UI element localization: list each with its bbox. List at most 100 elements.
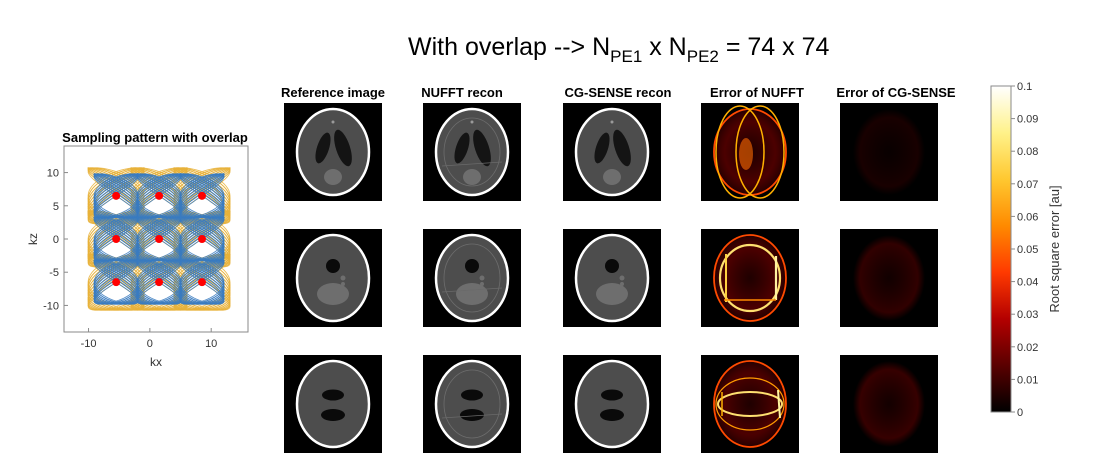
error-rim [713,108,787,196]
x-tick-label: 10 [205,338,217,350]
trajectory-curve [173,253,231,311]
trajectory-curve [179,216,225,262]
trajectory-curve [136,173,182,219]
y-ticks: -10 -5 0 5 10 [43,168,68,312]
trajectory-curve [179,216,225,262]
tile-nufft-recon-row2 [423,229,521,327]
phantom-artifact [443,369,501,439]
y-tick-label: 0 [53,234,59,246]
column-title-nufft-error: Error of NUFFT [710,85,804,100]
error-ring [717,391,783,417]
error-rim [713,234,787,322]
phantom-lesion [317,283,349,305]
phantom-ventricle [454,132,470,164]
trajectory-curve [93,216,139,262]
phantom-body [574,233,650,323]
trajectory-curve [179,216,225,262]
trajectory-blue-group [93,173,225,305]
sample-point [155,191,164,200]
sample-point [155,278,164,287]
title-prefix: With overlap --> N [408,33,611,61]
phantom-dot [479,275,485,281]
tile-nufft-recon-row3 [423,355,521,453]
tile-nufft-error-row2 [701,229,799,327]
phantom-lesion [603,169,621,185]
colorbar-tick-label: 0.01 [1017,374,1038,386]
sampling-plot-title: Sampling pattern with overlap [62,130,248,145]
x-tick-label: 0 [147,338,153,350]
trajectory-curve [136,173,182,219]
colorbar-tick-label: 0.05 [1017,244,1038,256]
phantom-ventricle [473,129,491,167]
phantom-hole [465,259,479,273]
phantom-body [295,107,371,197]
phantom-lesion [463,169,481,185]
error-ring [715,377,785,431]
trajectory-curve [93,259,139,305]
tile-nufft-error-row1 [701,103,799,201]
tile-nufft-error-row3 [701,355,799,453]
column-title-cgsense-error: Error of CG-SENSE [836,85,956,100]
trajectory-curve [136,259,182,305]
tile-reference-row3 [284,355,382,453]
tile-cgsense-error-row2 [840,229,938,327]
phantom-dot [480,282,484,286]
phantom-body [574,359,650,449]
phantom-dot [610,120,614,124]
phantom-ventricle [315,132,331,164]
x-axis-label: kx [150,355,162,369]
phantom-body [295,359,371,449]
phantom-hole [605,259,619,273]
sample-points-group [112,191,206,287]
tile-nufft-recon-row1 [423,103,521,201]
phantom-lesion [324,169,342,185]
title-subscript-2: PE2 [686,47,719,66]
trajectory-curve [93,259,139,305]
tile-reference-row1 [284,103,382,201]
phantom-dot [340,275,346,281]
phantom-hole [321,409,345,421]
phantom-ventricle [613,129,631,167]
phantom-hole [461,389,483,401]
phantom-lesion [456,283,488,305]
tile-cgsense-error-row1 [840,103,938,201]
phantom-body [434,359,510,449]
trajectory-curve [179,259,225,305]
y-tick-label: -10 [43,300,59,312]
title-subscript-1: PE1 [610,47,643,66]
phantom-body [295,233,371,323]
phantom-hole [601,389,623,401]
trajectory-curve [93,173,139,219]
column-title-nufft: NUFFT recon [421,85,503,100]
error-arc [715,105,765,199]
colorbar-gradient [990,85,1012,413]
phantom-hole [600,409,624,421]
phantom-artifact [443,117,501,187]
error-blob [739,138,753,170]
phantom-lesion [596,283,628,305]
column-title-reference: Reference image [280,85,386,100]
tile-cgsense-error-row3 [840,355,938,453]
sample-point [198,191,206,200]
error-noise [853,109,925,195]
colorbar-tick-label: 0.03 [1017,309,1038,321]
colorbar-tick-label: 0.02 [1017,342,1038,354]
colorbar-label: Root square error [au] [1047,185,1062,312]
error-rim [713,360,787,448]
phantom-body [434,107,510,197]
error-noise [853,361,925,447]
error-ring [718,243,782,313]
figure-title: With overlap --> NPE1 x NPE2 = 74 x 74 [408,33,829,67]
trajectory-curve [173,253,231,311]
phantom-hole [460,409,484,421]
y-axis-label: kz [26,233,40,245]
phantom-ventricle [594,132,610,164]
trajectory-curve [179,173,225,219]
phantom-body [434,233,510,323]
phantom-hole [322,389,344,401]
sample-point [198,278,206,287]
title-mid: x N [642,33,687,61]
